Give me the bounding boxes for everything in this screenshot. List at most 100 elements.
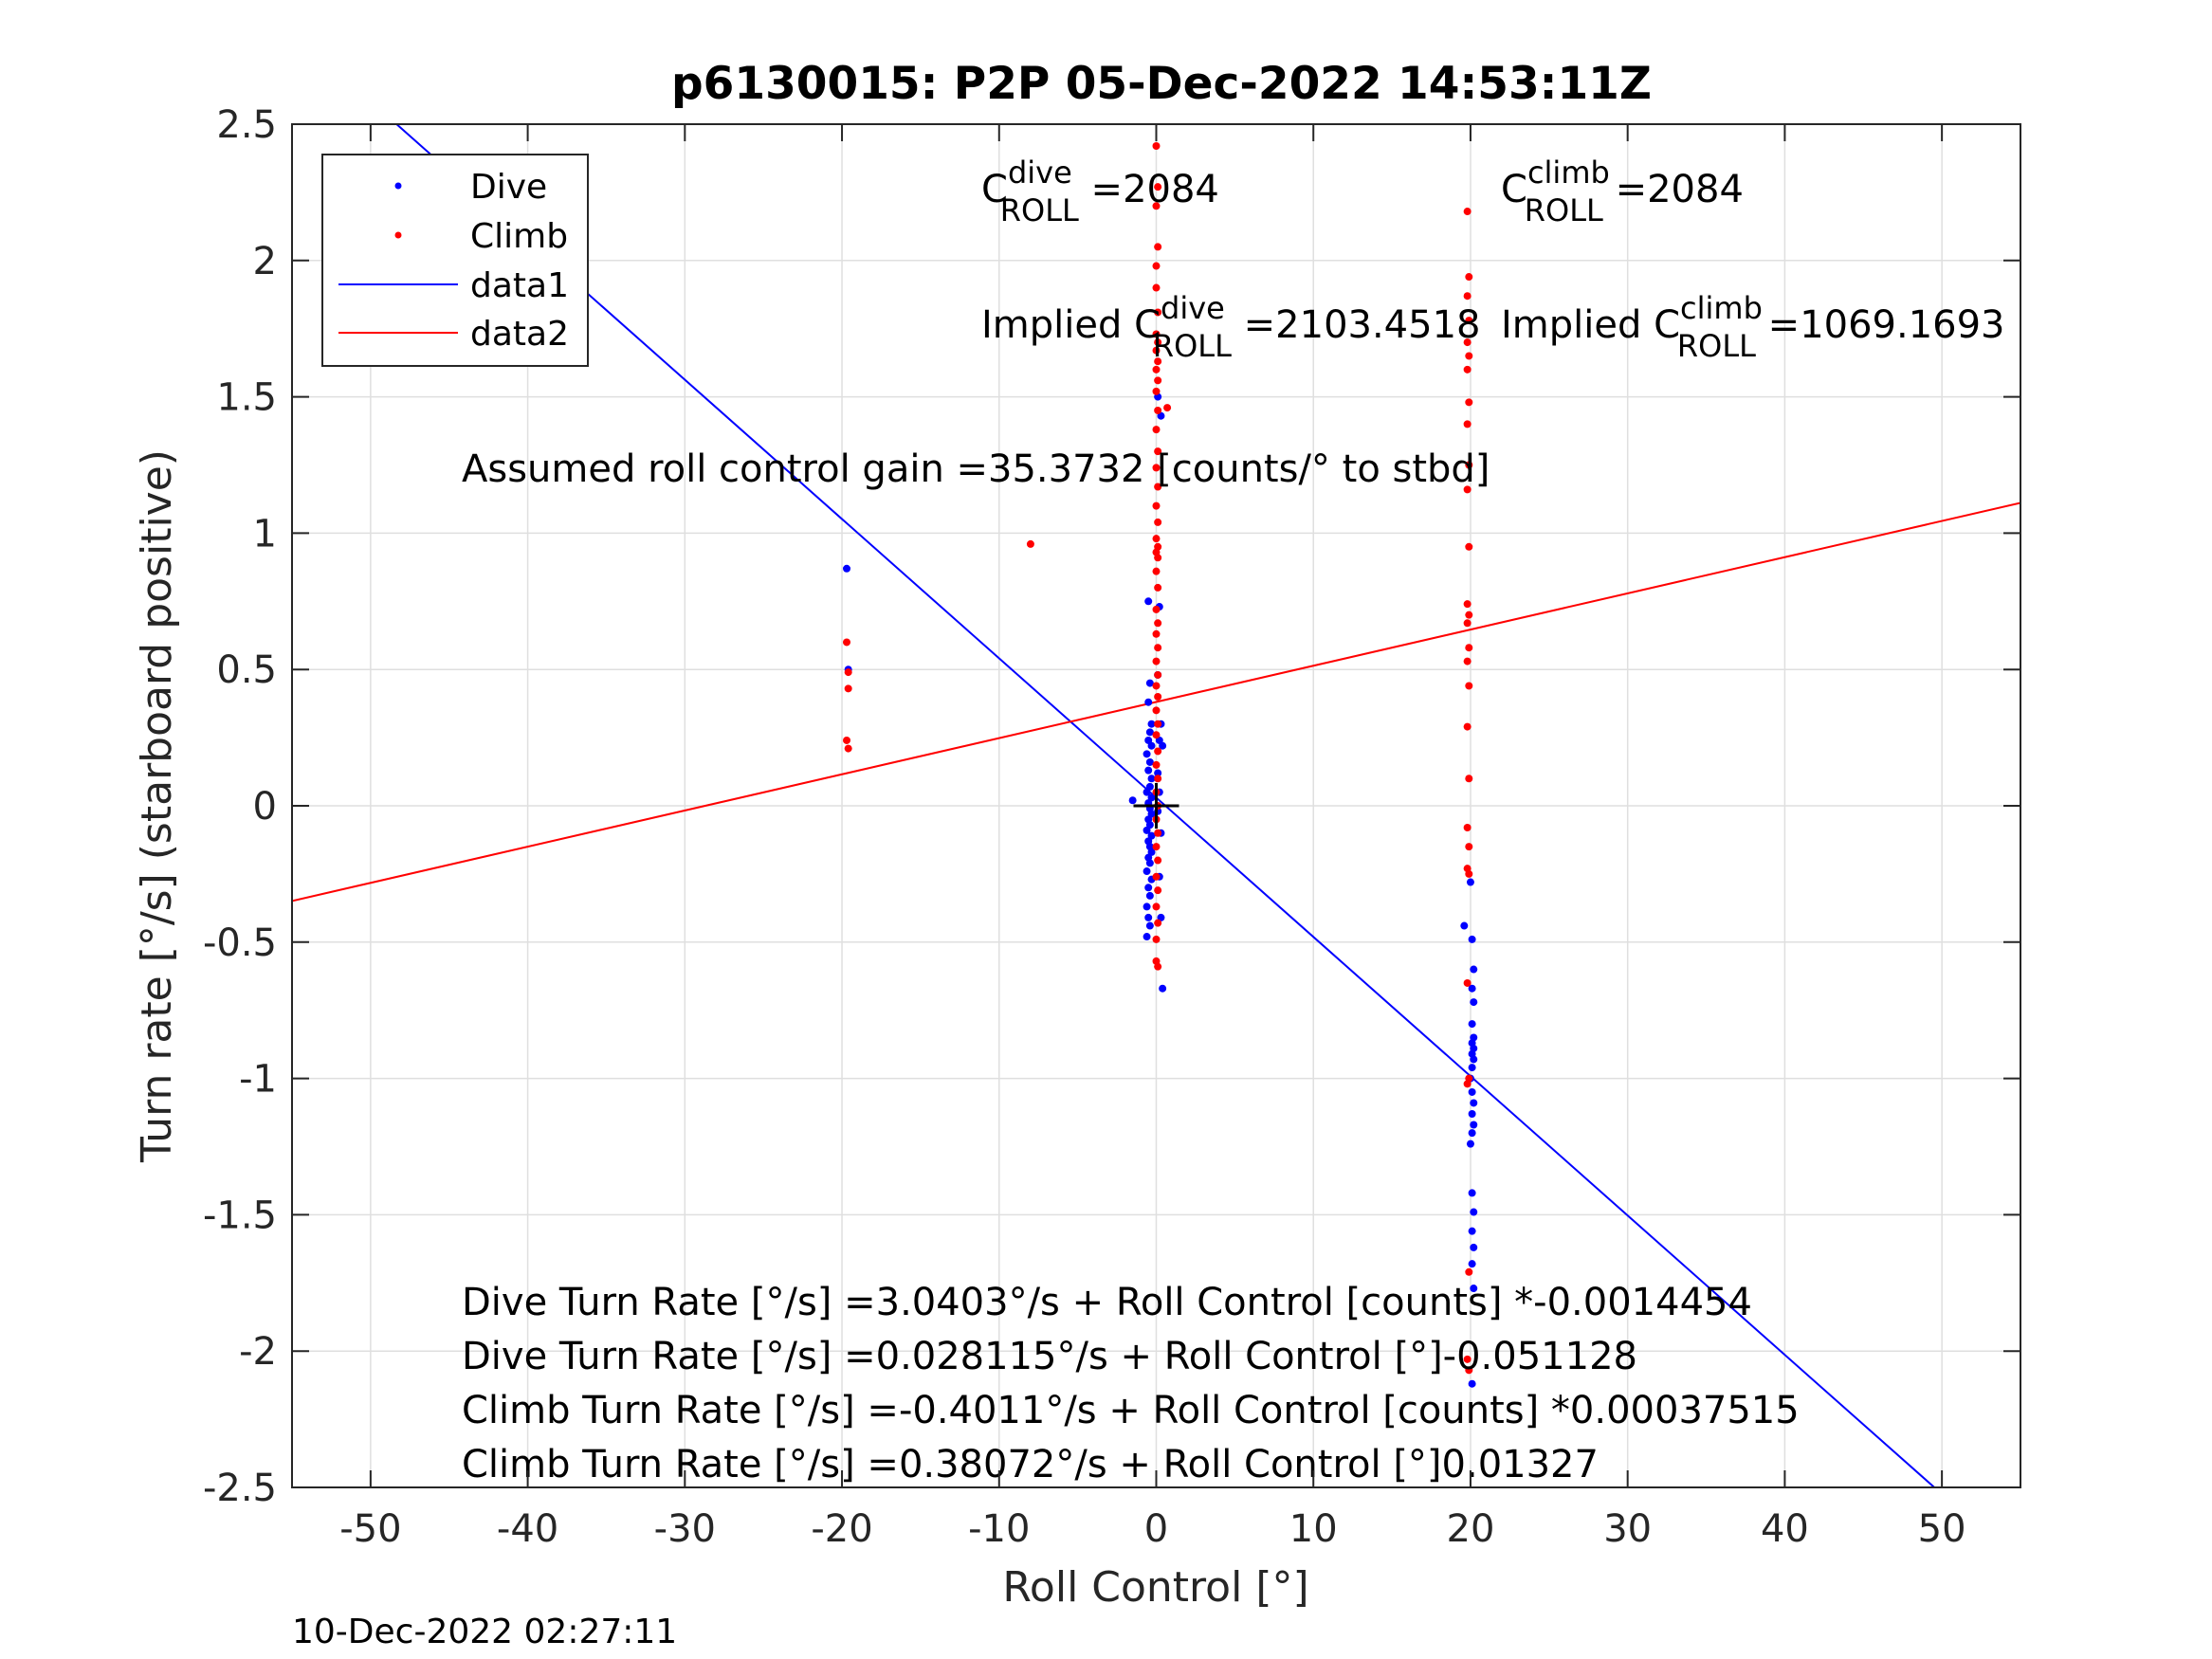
climb-point — [1152, 501, 1161, 510]
climb-point — [1152, 731, 1161, 739]
climb-point — [1152, 262, 1161, 270]
climb-point — [1154, 554, 1162, 562]
dive-point — [1144, 698, 1153, 706]
climb-point — [1463, 1080, 1472, 1088]
y-tick-label: 1.5 — [216, 376, 277, 420]
climb-point — [1154, 406, 1162, 414]
climb-point — [1152, 935, 1161, 943]
dive-point — [1143, 826, 1151, 834]
dive-point — [1147, 775, 1156, 783]
climb-point — [1163, 404, 1172, 412]
climb-point — [1152, 706, 1161, 715]
dive-point — [1468, 1064, 1476, 1072]
climb-point — [1152, 902, 1161, 911]
climb-point — [1463, 619, 1472, 628]
climb-point — [1465, 461, 1473, 469]
dive-point — [1468, 1129, 1476, 1138]
climb-point — [843, 638, 851, 647]
climb-point — [1154, 518, 1162, 526]
legend-box — [321, 154, 589, 367]
climb-point — [1152, 330, 1161, 338]
implied-climb-label: Implied Cclimb ROLL =1069.1693 — [1501, 290, 2005, 364]
climb-point — [844, 744, 852, 753]
origin-marker — [1133, 783, 1179, 829]
x-tick-label: 10 — [1289, 1507, 1338, 1551]
x-tick-label: -10 — [968, 1507, 1030, 1551]
dive-point — [1468, 1087, 1476, 1096]
dive-point — [1466, 1139, 1474, 1148]
x-tick-label: 20 — [1447, 1507, 1495, 1551]
dive-point — [1145, 921, 1154, 930]
legend-dive-marker — [394, 182, 402, 190]
climb-point — [1152, 682, 1161, 690]
x-tick-label: -50 — [339, 1507, 401, 1551]
dive-point — [1470, 1285, 1478, 1293]
climb-point — [1465, 869, 1473, 878]
climb-point — [1154, 619, 1162, 628]
climb-point — [1152, 567, 1161, 575]
y-axis-label: Turn rate [°/s] (starboard positive) — [133, 449, 181, 1163]
climb-point — [1465, 273, 1473, 282]
climb-point — [1152, 202, 1161, 210]
dive-point — [1468, 1260, 1476, 1268]
climb-point — [1465, 843, 1473, 851]
dive-point — [1470, 1121, 1478, 1129]
dive-point — [1128, 796, 1137, 805]
x-tick-label: 40 — [1761, 1507, 1809, 1551]
y-tick-label: 0.5 — [216, 648, 277, 692]
climb-point — [1154, 308, 1162, 317]
climb-point — [1152, 365, 1161, 374]
y-tick-label: -0.5 — [203, 921, 277, 965]
c-climb-label: Cclimb ROLL =2084 — [1501, 155, 1744, 228]
climb-point — [1154, 338, 1162, 347]
dive-point — [1147, 741, 1156, 750]
dive-point — [1470, 1055, 1478, 1064]
y-tick-label: -2 — [239, 1330, 277, 1374]
climb-point — [1152, 387, 1161, 395]
dive-point — [1143, 788, 1151, 796]
climb-point — [1465, 542, 1473, 551]
climb-point — [1152, 760, 1161, 769]
dive-point — [1466, 878, 1474, 886]
climb-point — [1152, 657, 1161, 665]
dive-point — [1470, 1243, 1478, 1251]
dive-point — [1154, 769, 1162, 777]
climb-point — [1152, 142, 1161, 151]
dive-point — [1468, 984, 1476, 993]
climb-point — [1154, 856, 1162, 865]
climb-point — [1465, 1267, 1473, 1276]
climb-point — [844, 668, 852, 677]
dive-point — [1143, 902, 1151, 911]
legend-data1-label: data1 — [470, 266, 569, 305]
dive-point — [1468, 1379, 1476, 1388]
climb-point — [1463, 292, 1472, 301]
climb-point — [1152, 426, 1161, 434]
y-tick-label: -2.5 — [203, 1467, 277, 1510]
dive-point — [1470, 1099, 1478, 1107]
equation-climb-counts: Climb Turn Rate [°/s] =-0.4011°/s + Roll… — [462, 1389, 1800, 1432]
climb-point — [1465, 611, 1473, 619]
climb-point — [1154, 357, 1162, 366]
dive-point — [1470, 1208, 1478, 1216]
dive-point — [1143, 867, 1151, 876]
x-tick-label: -20 — [811, 1507, 872, 1551]
climb-point — [1154, 447, 1162, 456]
climb-point — [1154, 644, 1162, 652]
climb-point — [1152, 464, 1161, 472]
c-dive-label: Cdive ROLL =2084 — [981, 155, 1219, 228]
climb-point — [1465, 644, 1473, 652]
dive-point — [1468, 1109, 1476, 1118]
y-tick-label: -1 — [239, 1058, 277, 1102]
equation-dive-degrees: Dive Turn Rate [°/s] =0.028115°/s + Roll… — [462, 1335, 1637, 1378]
climb-point — [1463, 657, 1472, 665]
climb-point — [1463, 338, 1472, 347]
dive-point — [1145, 891, 1154, 900]
climb-point — [1152, 843, 1161, 851]
y-tick-label: 2.5 — [216, 103, 277, 147]
climb-point — [1154, 483, 1162, 491]
plot-content — [292, 124, 2020, 1487]
axis-ticks: -50 -40 -30 -20 -10 0 10 20 30 40 50-2.5-2-1.5-1-0… — [203, 103, 2020, 1551]
climb-point — [1152, 346, 1161, 355]
climb-point — [1154, 183, 1162, 191]
